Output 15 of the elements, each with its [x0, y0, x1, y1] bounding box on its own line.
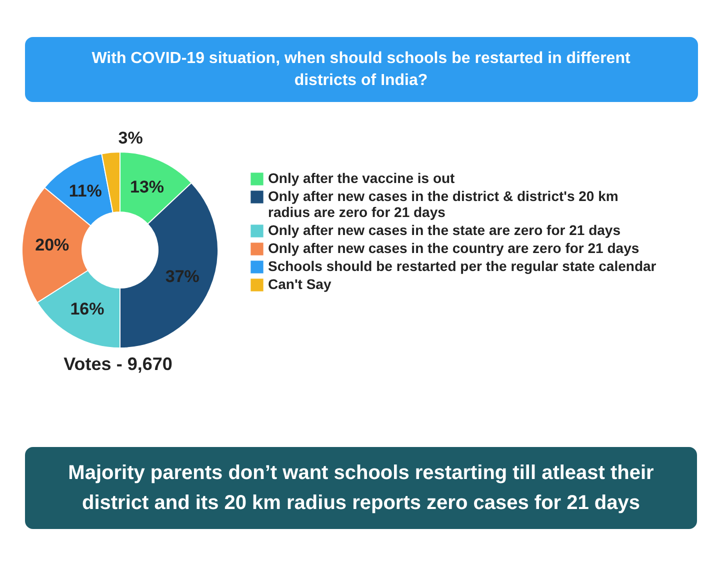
legend-label: Only after new cases in the country are zero for 21 days: [268, 240, 640, 256]
legend-label: Only after new cases in the state are zero for 21 days: [268, 222, 621, 238]
data-label: 37%: [165, 267, 200, 286]
text: Majority parents don’t want schools restarting till atleast their district and its 20 km radius reports zero cases for 21 days: [68, 462, 654, 514]
text: Votes - 9,670: [64, 354, 172, 374]
data-label: 20%: [35, 236, 70, 255]
legend-label: Can't Say: [268, 276, 332, 292]
data-label: 11%: [68, 181, 102, 200]
data-label: 13%: [130, 178, 164, 197]
legend-label: Only after the vaccine is out: [268, 170, 456, 186]
data-label: 3%: [118, 128, 143, 148]
legend-label: Only after new cases in the district & district's 20 km radius are zero for 21 days: [268, 188, 618, 220]
chart-title: With COVID-19 situation, when should schools be restarted in different districts of India?: [92, 50, 631, 89]
legend-label: Schools should be restarted per the regular state calendar: [268, 258, 657, 274]
data-label: 16%: [70, 300, 104, 319]
